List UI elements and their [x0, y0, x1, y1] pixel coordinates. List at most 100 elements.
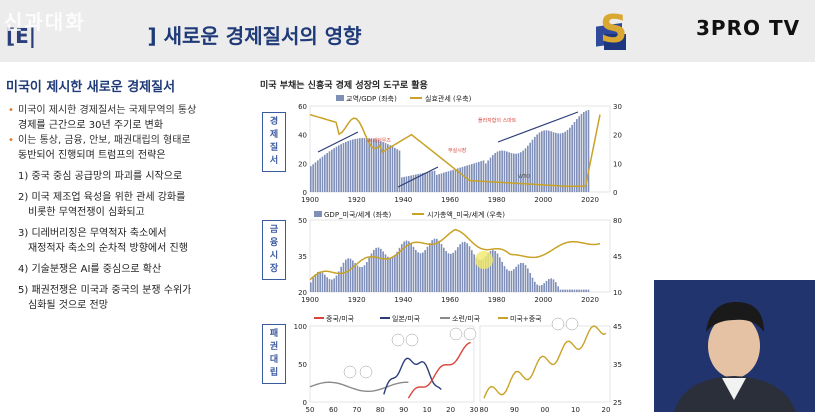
bar — [487, 160, 489, 192]
bar — [419, 253, 422, 292]
label-text: 금융시장 — [269, 225, 279, 274]
bar — [464, 166, 466, 192]
bar — [387, 144, 389, 192]
bar — [471, 164, 473, 192]
bar — [422, 252, 424, 292]
bar — [321, 272, 324, 292]
bar — [391, 257, 394, 292]
bar — [410, 243, 412, 292]
bar — [412, 246, 415, 292]
bar — [566, 129, 569, 192]
bar — [345, 259, 347, 292]
bar — [555, 282, 557, 292]
bar — [557, 133, 559, 192]
bar — [431, 171, 433, 192]
bar — [356, 265, 359, 292]
bar — [578, 289, 580, 292]
bar — [396, 149, 398, 192]
bar — [499, 257, 501, 292]
bar — [506, 151, 508, 192]
bar — [375, 139, 377, 192]
cursor-highlight — [475, 251, 493, 269]
bar — [517, 153, 520, 192]
plot-area — [479, 325, 611, 403]
bar — [538, 132, 541, 192]
bar — [366, 138, 368, 192]
bar — [443, 172, 445, 192]
bar — [548, 279, 550, 292]
bar — [494, 250, 496, 292]
bar — [433, 170, 436, 192]
brand-logo: 3PRO TV — [696, 16, 801, 40]
us-flag-icon — [551, 317, 565, 331]
bar — [382, 142, 384, 192]
bar — [352, 260, 354, 292]
bar — [531, 277, 534, 292]
x-tick-label: 90 — [510, 406, 519, 412]
bar — [361, 138, 363, 192]
bar — [347, 258, 349, 292]
bar — [487, 253, 489, 292]
x-tick-label: 10 — [571, 406, 580, 412]
bar — [324, 274, 326, 292]
x-tick-label: 2000 — [534, 296, 552, 304]
bar — [548, 130, 550, 192]
bar — [380, 248, 382, 292]
bar — [408, 241, 410, 292]
y-tick-label: 10 — [613, 160, 622, 168]
bar — [541, 131, 543, 192]
y-tick-label: 35 — [613, 361, 622, 369]
bar — [440, 243, 443, 292]
bar — [377, 247, 380, 292]
bar — [583, 289, 585, 292]
bar — [314, 162, 317, 192]
bar — [452, 252, 454, 292]
bar — [543, 283, 545, 292]
bar — [536, 284, 538, 292]
bar — [564, 131, 566, 192]
x-tick-label: 1940 — [394, 196, 412, 204]
bar — [492, 250, 494, 292]
bar — [317, 271, 319, 292]
bar — [452, 169, 454, 192]
list-item: 5) 패권전쟁은 미국과 중국의 분쟁 수위가 — [18, 285, 192, 296]
bar — [510, 270, 513, 292]
bar — [403, 241, 405, 292]
bar — [312, 164, 314, 192]
bar — [522, 150, 524, 192]
bar — [508, 270, 510, 292]
bar — [580, 289, 583, 292]
bar — [373, 249, 375, 292]
plot-area — [309, 325, 475, 403]
x-tick-label: 2020 — [581, 296, 599, 304]
bar — [312, 277, 314, 292]
bar — [513, 153, 515, 192]
chart-panel: 미국 부채는 신흥국 경제 성장의 도구로 활용 경제질서 금융시장 패권대립 … — [258, 74, 640, 412]
x-tick-label: 70 — [352, 406, 361, 412]
bar — [450, 170, 452, 192]
bar — [557, 286, 559, 292]
x-tick-label: 1940 — [394, 296, 412, 304]
bar — [552, 132, 555, 192]
bar — [464, 241, 466, 292]
bar — [585, 289, 587, 292]
bar — [587, 289, 590, 292]
bar — [457, 247, 459, 292]
bar — [587, 110, 590, 192]
bar — [489, 157, 492, 192]
title-masked: ] — [36, 24, 157, 48]
annotation: WTO — [518, 174, 530, 180]
y-tick-label: 80 — [613, 217, 622, 225]
trend-arrow — [317, 131, 359, 153]
y-tick-label: 45 — [613, 323, 622, 331]
x-tick-label: 10 — [423, 406, 432, 412]
bar — [517, 264, 520, 292]
bar — [552, 279, 555, 292]
bar — [335, 146, 338, 192]
bar — [415, 174, 417, 192]
bar — [384, 254, 387, 292]
bar — [373, 139, 375, 192]
bar — [473, 163, 475, 192]
series-line — [383, 357, 442, 395]
